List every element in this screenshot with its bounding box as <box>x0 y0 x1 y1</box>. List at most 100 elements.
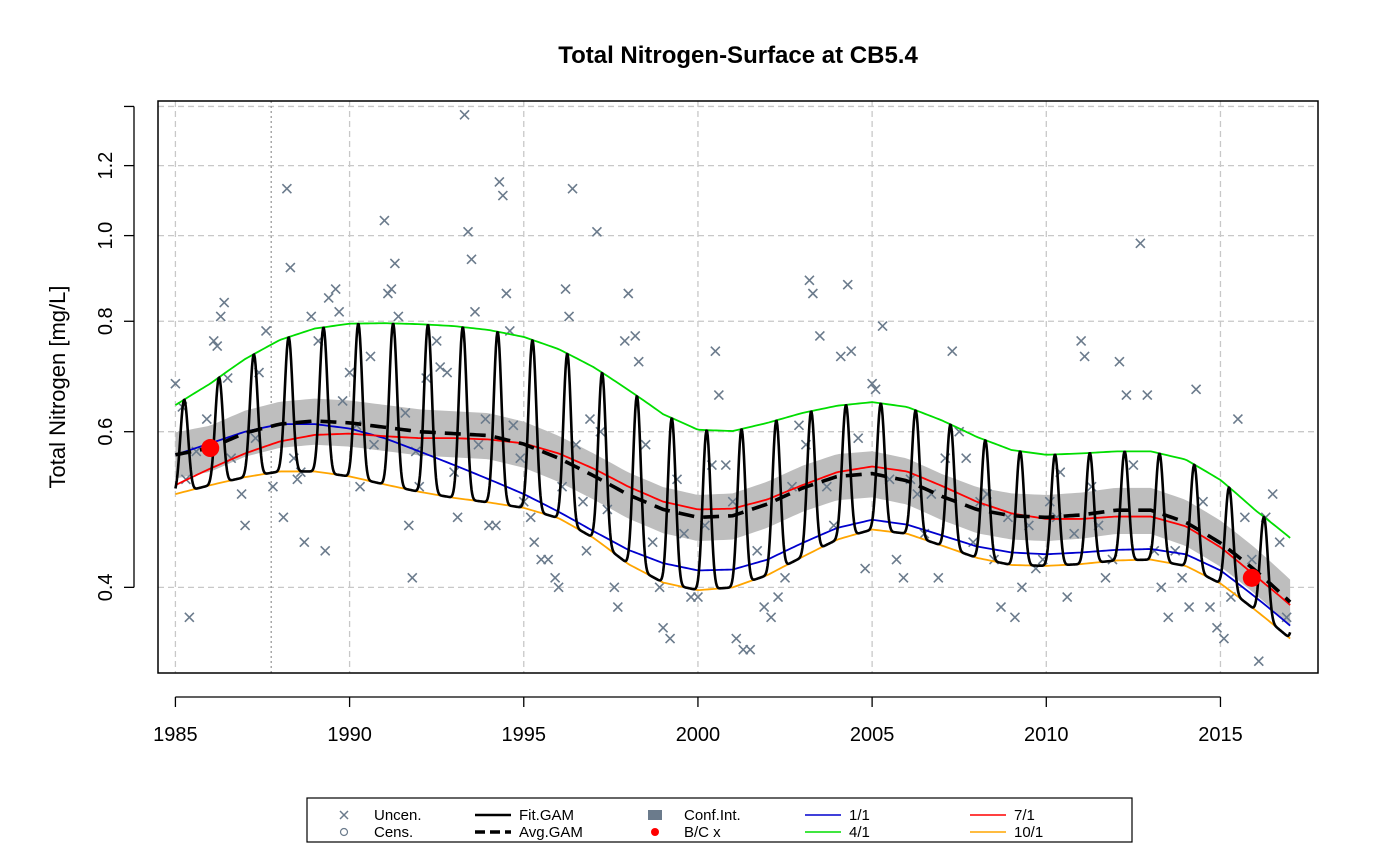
uncensored-point <box>278 512 289 523</box>
uncensored-point <box>292 474 303 485</box>
uncensored-point <box>449 467 460 478</box>
uncensored-point <box>692 591 704 603</box>
uncensored-point <box>1069 528 1080 539</box>
uncensored-point <box>407 572 418 583</box>
uncensored-point <box>1002 512 1014 523</box>
uncensored-point <box>678 528 690 539</box>
uncensored-point <box>877 321 888 332</box>
uncensored-point <box>1218 633 1230 644</box>
uncensored-point <box>1197 496 1209 507</box>
uncensored-point <box>267 481 279 492</box>
uncensored-point <box>379 215 390 226</box>
uncensored-point <box>870 384 881 395</box>
x-tick-label: 2005 <box>850 724 895 746</box>
uncensored-point <box>400 407 411 419</box>
uncensored-point <box>633 356 644 367</box>
uncensored-point <box>334 306 345 317</box>
uncensored-point <box>543 554 554 565</box>
chart-title: Total Nitrogen-Surface at CB5.4 <box>558 42 918 69</box>
y-tick-label: 0.4 <box>95 573 117 601</box>
uncensored-point <box>330 283 341 295</box>
legend-swatch-uncensored <box>339 810 349 820</box>
uncensored-point <box>1211 622 1223 633</box>
uncensored-point <box>1232 414 1243 425</box>
uncensored-point <box>473 439 484 450</box>
uncensored-point <box>201 414 212 425</box>
uncensored-point <box>860 563 871 574</box>
uncensored-point <box>609 582 620 593</box>
x-tick-label: 1995 <box>502 724 547 746</box>
uncensored-point <box>1086 481 1097 492</box>
uncensored-point <box>525 512 536 523</box>
uncensored-point <box>285 262 296 273</box>
uncensored-point <box>184 612 195 623</box>
uncensored-point <box>365 351 376 362</box>
uncensored-point <box>490 520 501 531</box>
x-tick-label: 1990 <box>327 724 372 746</box>
uncensored-point <box>779 572 791 583</box>
legend-swatch-box <box>648 810 662 820</box>
uncensored-point <box>431 335 442 347</box>
series-lines <box>174 322 1291 640</box>
uncensored-point <box>212 340 223 352</box>
uncensored-point <box>731 633 742 644</box>
uncensored-point <box>1239 512 1250 523</box>
uncensored-point <box>240 520 251 531</box>
legend-label: Uncen. <box>374 807 422 824</box>
uncensored-point <box>1253 656 1264 667</box>
bc-point <box>201 439 220 458</box>
uncensored-point <box>1156 582 1167 593</box>
legend-label: Avg.GAM <box>519 824 583 841</box>
bc-point <box>1242 568 1261 587</box>
uncensored-point <box>814 330 825 342</box>
plot-grid <box>158 101 1318 673</box>
uncensored-point <box>654 582 665 593</box>
x-tick-label: 1985 <box>153 724 198 746</box>
uncensored-point <box>560 283 571 295</box>
uncensored-point <box>1062 591 1073 603</box>
uncensored-point <box>713 390 724 401</box>
uncensored-point <box>219 297 230 308</box>
x-tick-label: 2015 <box>1198 724 1243 746</box>
uncensored-point <box>435 362 446 373</box>
legend-label: Cens. <box>374 824 413 841</box>
uncensored-point <box>891 554 902 565</box>
uncensored-point <box>853 433 864 444</box>
uncensored-point <box>462 226 474 237</box>
uncensored-point <box>515 453 526 464</box>
uncensored-point <box>501 288 512 299</box>
uncensored-point <box>337 395 348 407</box>
legend-label: 1/1 <box>849 807 870 824</box>
uncensored-point <box>842 279 853 290</box>
uncensored-point <box>1142 390 1153 401</box>
uncensored-point <box>389 258 400 269</box>
uncensored-point <box>508 420 519 431</box>
uncensored-point <box>759 601 770 613</box>
legend-box <box>306 797 1133 843</box>
uncensored-point <box>386 283 397 295</box>
uncensored-point <box>215 311 226 322</box>
uncensored-point <box>947 346 958 357</box>
uncensored-point <box>995 601 1007 613</box>
y-tick-label: 1.2 <box>95 152 117 180</box>
uncensored-point <box>529 537 540 548</box>
x-tick-label: 2000 <box>676 724 721 746</box>
y-tick-label: 0.8 <box>95 307 117 335</box>
legend-swatch-dot <box>651 828 659 836</box>
uncensored-point <box>1267 489 1278 500</box>
y-axis: 0.4 0.6 0.8 1.0 1.2 <box>95 105 135 601</box>
uncensored-point <box>581 545 592 556</box>
uncensored-point <box>793 420 805 431</box>
avg-gam-curve <box>175 419 1292 604</box>
uncensored-point <box>469 306 481 317</box>
plot-frame <box>157 100 1319 674</box>
uncensored-point <box>281 183 292 194</box>
uncensored-point <box>236 489 247 500</box>
confidence-interval-band <box>175 398 1291 626</box>
uncensored-point <box>630 330 641 342</box>
uncensored-point <box>208 335 219 347</box>
uncensored-point <box>867 378 878 389</box>
uncensored-point <box>1135 238 1146 249</box>
uncensored-point <box>466 254 477 265</box>
uncensored-point <box>403 520 414 531</box>
